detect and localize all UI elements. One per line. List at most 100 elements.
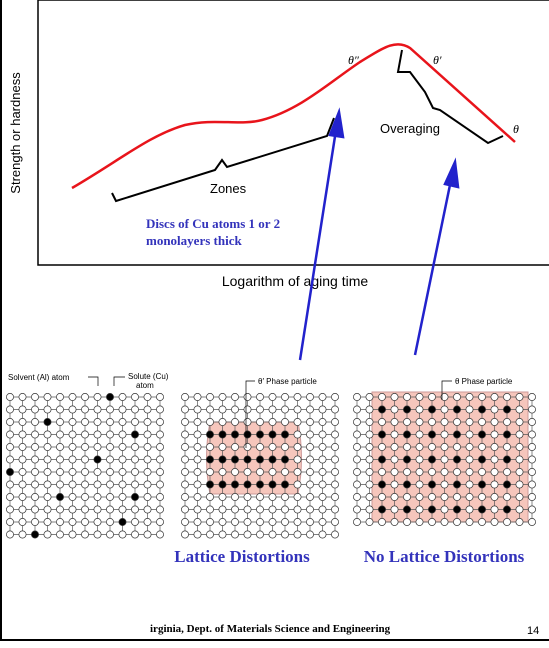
atom	[528, 518, 536, 526]
atom	[156, 455, 164, 464]
atom	[528, 405, 536, 414]
atom	[331, 418, 339, 426]
atom	[81, 480, 89, 489]
atom	[81, 418, 89, 426]
atom	[293, 393, 302, 401]
atom	[243, 418, 252, 426]
atom	[490, 468, 499, 476]
atom	[31, 493, 39, 501]
atom	[378, 455, 386, 464]
atom	[243, 393, 252, 401]
atom	[390, 443, 399, 451]
atom	[353, 443, 361, 451]
atom	[6, 405, 14, 414]
atom	[181, 393, 189, 401]
atom	[206, 418, 214, 426]
atom	[515, 493, 524, 501]
atom	[440, 505, 449, 514]
atom	[156, 418, 164, 426]
atom	[403, 493, 411, 501]
atom	[478, 480, 486, 489]
atom	[131, 493, 139, 501]
atom	[93, 443, 102, 451]
atom	[31, 468, 39, 476]
atom	[143, 405, 152, 414]
atom	[318, 455, 327, 464]
atom	[365, 468, 374, 476]
atom	[231, 480, 239, 489]
atom	[293, 505, 302, 514]
atom	[306, 518, 314, 526]
note: monolayers thick	[146, 233, 242, 248]
atom	[365, 455, 374, 464]
atom	[403, 455, 411, 464]
atom	[231, 493, 239, 501]
atom	[453, 430, 461, 439]
atom	[118, 393, 127, 401]
atom	[181, 505, 189, 514]
atom	[56, 430, 64, 439]
atom	[306, 468, 314, 476]
atom	[218, 430, 227, 439]
atom	[515, 468, 524, 476]
atom	[31, 530, 39, 539]
atom	[193, 405, 202, 414]
atom	[453, 405, 461, 414]
atom	[331, 480, 339, 489]
atom	[490, 418, 499, 426]
atom	[231, 455, 239, 464]
atom	[243, 505, 252, 514]
atom	[81, 455, 89, 464]
atom	[218, 468, 227, 476]
atom	[428, 430, 436, 439]
atom	[231, 393, 239, 401]
atom	[56, 480, 64, 489]
atom	[218, 393, 227, 401]
atom	[218, 505, 227, 514]
atom	[318, 418, 327, 426]
atom	[378, 443, 386, 451]
atom	[18, 493, 27, 501]
atom	[118, 430, 127, 439]
atom	[515, 443, 524, 451]
atom	[353, 505, 361, 514]
atom	[478, 393, 486, 401]
atom	[453, 505, 461, 514]
atom	[6, 468, 14, 476]
page-number: 14	[527, 625, 539, 637]
atom	[478, 518, 486, 526]
atom	[478, 468, 486, 476]
atom	[306, 455, 314, 464]
atom	[281, 405, 289, 414]
atom	[378, 505, 386, 514]
atom	[68, 430, 77, 439]
atom	[56, 418, 64, 426]
atom	[465, 418, 474, 426]
atom	[68, 455, 77, 464]
atom	[415, 518, 424, 526]
atom	[528, 443, 536, 451]
atom	[218, 480, 227, 489]
atom	[206, 443, 214, 451]
lattices	[6, 393, 536, 539]
atom	[31, 455, 39, 464]
atom	[503, 418, 511, 426]
atom	[293, 530, 302, 539]
atom	[256, 493, 264, 501]
atom	[415, 418, 424, 426]
atom	[465, 518, 474, 526]
atom	[318, 530, 327, 539]
atom	[465, 468, 474, 476]
atom	[490, 480, 499, 489]
atom	[81, 430, 89, 439]
atom	[93, 393, 102, 401]
atom	[156, 405, 164, 414]
atom	[390, 505, 399, 514]
atom	[143, 493, 152, 501]
atom	[390, 455, 399, 464]
arrow-head	[328, 107, 345, 139]
atom	[365, 505, 374, 514]
atom	[118, 443, 127, 451]
atom	[318, 505, 327, 514]
atom	[206, 393, 214, 401]
